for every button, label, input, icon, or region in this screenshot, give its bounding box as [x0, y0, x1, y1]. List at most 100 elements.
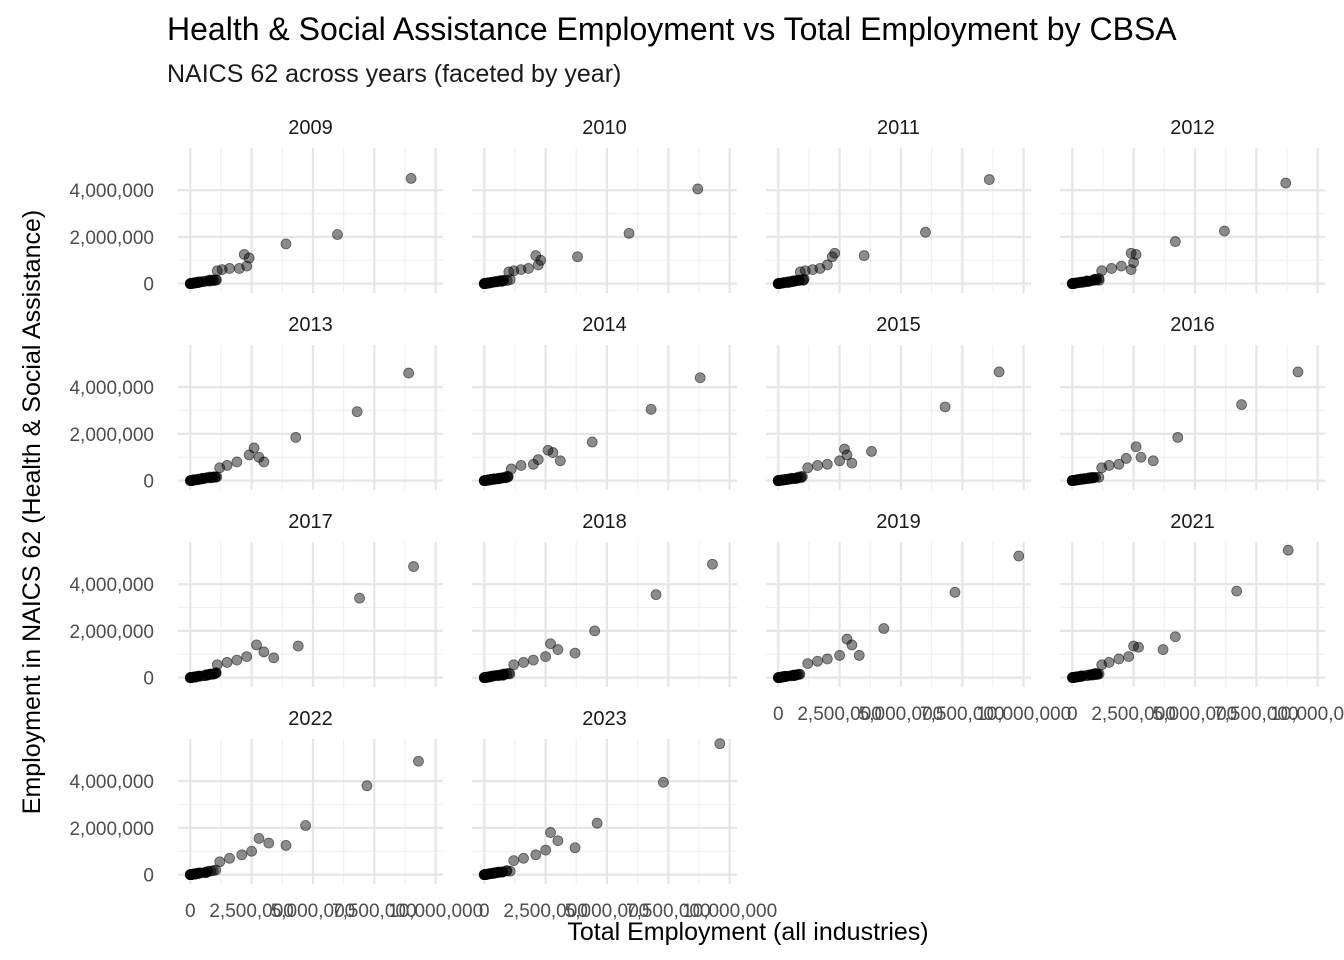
data-point: [794, 266, 806, 278]
facet-panel-2019: 2019 0 2,500,0005,000,0007,500,00010,000,0…: [766, 511, 1071, 725]
data-point: [772, 475, 784, 487]
x-tick-label: 10,000,000: [976, 704, 1071, 725]
facet-points: [772, 366, 1005, 487]
facet-points: [1066, 177, 1292, 290]
data-point: [1172, 431, 1184, 443]
data-point: [920, 226, 931, 238]
facet-panel-2016: 2016: [1060, 314, 1325, 490]
facet-grid-lines: [472, 739, 737, 884]
data-point: [1106, 263, 1117, 274]
y-tick-label: 0: [143, 669, 154, 690]
facet-strip-label: 2010: [582, 117, 627, 139]
data-point: [1130, 441, 1142, 453]
data-point: [300, 820, 311, 831]
facet-grid-lines: [766, 542, 1031, 687]
x-tick-label: 10,000,000: [1270, 704, 1344, 725]
data-point: [211, 265, 223, 277]
data-point: [542, 444, 554, 456]
data-point: [253, 832, 265, 844]
facet-panel-2010: 2010: [472, 117, 737, 293]
facet-points: [478, 558, 718, 684]
facet-grid: 2009 0 2,000,000 4,000,000 2010 2011 2012 2013 0…: [69, 117, 1344, 922]
data-point: [821, 458, 833, 470]
data-point: [772, 278, 784, 290]
data-point: [505, 463, 517, 475]
y-tick-label: 2,000,000: [69, 228, 154, 249]
data-point: [236, 849, 248, 861]
data-point: [503, 266, 515, 278]
data-point: [983, 174, 995, 185]
facet-panel-2023: 2023 0 2,500,0005,000,0007,500,00010,000,0…: [472, 708, 777, 922]
facet-panel-2021: 2021 0 2,500,0005,000,0007,500,00010,000,0…: [1060, 511, 1344, 725]
facet-points: [1066, 544, 1294, 684]
facet-grid-lines: [1060, 542, 1325, 687]
data-point: [547, 447, 559, 458]
data-point: [1070, 474, 1082, 486]
data-point: [361, 780, 373, 792]
data-point: [1067, 475, 1078, 487]
data-point: [483, 277, 494, 289]
y-tick-label: 4,000,000: [69, 772, 154, 793]
facet-strip-label: 2013: [288, 314, 333, 336]
data-point: [545, 638, 556, 650]
data-point: [623, 227, 635, 239]
data-point: [1123, 651, 1135, 662]
data-point: [504, 668, 516, 680]
x-tick-label: 7,500,000: [920, 704, 1005, 725]
data-point: [205, 865, 217, 877]
data-point: [586, 436, 598, 448]
data-point: [1125, 264, 1137, 276]
data-point: [1082, 670, 1094, 682]
data-point: [1096, 659, 1108, 671]
data-point: [1096, 265, 1108, 277]
data-point: [821, 653, 833, 665]
data-point: [569, 842, 581, 854]
data-point: [231, 654, 243, 666]
facet-points: [772, 174, 995, 290]
data-point: [527, 458, 539, 470]
facet-panel-2014: 2014: [472, 314, 737, 490]
facet-strip-label: 2017: [288, 511, 333, 533]
data-point: [486, 670, 498, 682]
data-point: [645, 403, 657, 415]
data-point: [1088, 274, 1100, 286]
facet-panel-2015: 2015: [766, 314, 1031, 490]
facet-grid-lines: [178, 148, 443, 293]
data-point: [569, 647, 581, 659]
data-point: [214, 856, 226, 868]
data-point: [480, 475, 492, 486]
x-tick-label: 5,000,000: [1153, 704, 1238, 725]
facet-points: [1066, 366, 1304, 487]
facet-panel-2009: 2009 0 2,000,000 4,000,000: [69, 117, 443, 296]
y-tick-label: 0: [143, 866, 154, 887]
facet-strip-label: 2021: [1170, 511, 1215, 533]
data-point: [1113, 653, 1125, 665]
data-point: [1067, 672, 1079, 683]
data-point: [841, 449, 853, 461]
facet-grid-lines: [766, 148, 1031, 293]
data-point: [241, 651, 253, 662]
x-tick-label: 7,500,000: [1214, 704, 1299, 725]
facet-grid-lines: [178, 345, 443, 490]
data-point: [826, 251, 838, 263]
data-point: [777, 277, 789, 289]
data-point: [189, 277, 201, 289]
data-point: [1292, 366, 1304, 378]
y-tick-label: 4,000,000: [69, 378, 154, 399]
y-tick-label: 4,000,000: [69, 575, 154, 596]
data-point: [246, 845, 258, 857]
data-point: [846, 639, 858, 651]
x-tick-label: 0: [1067, 704, 1078, 725]
data-point: [413, 755, 424, 767]
data-point: [1113, 458, 1125, 470]
data-point: [204, 275, 215, 287]
x-tick-label: 2,500,000: [209, 901, 294, 922]
data-point: [185, 475, 197, 486]
data-point: [1135, 451, 1147, 463]
data-point: [231, 456, 243, 468]
y-tick-label: 0: [143, 472, 154, 493]
x-tick-label: 10,000,000: [388, 901, 483, 922]
facet-points: [184, 173, 417, 290]
data-point: [211, 659, 223, 671]
